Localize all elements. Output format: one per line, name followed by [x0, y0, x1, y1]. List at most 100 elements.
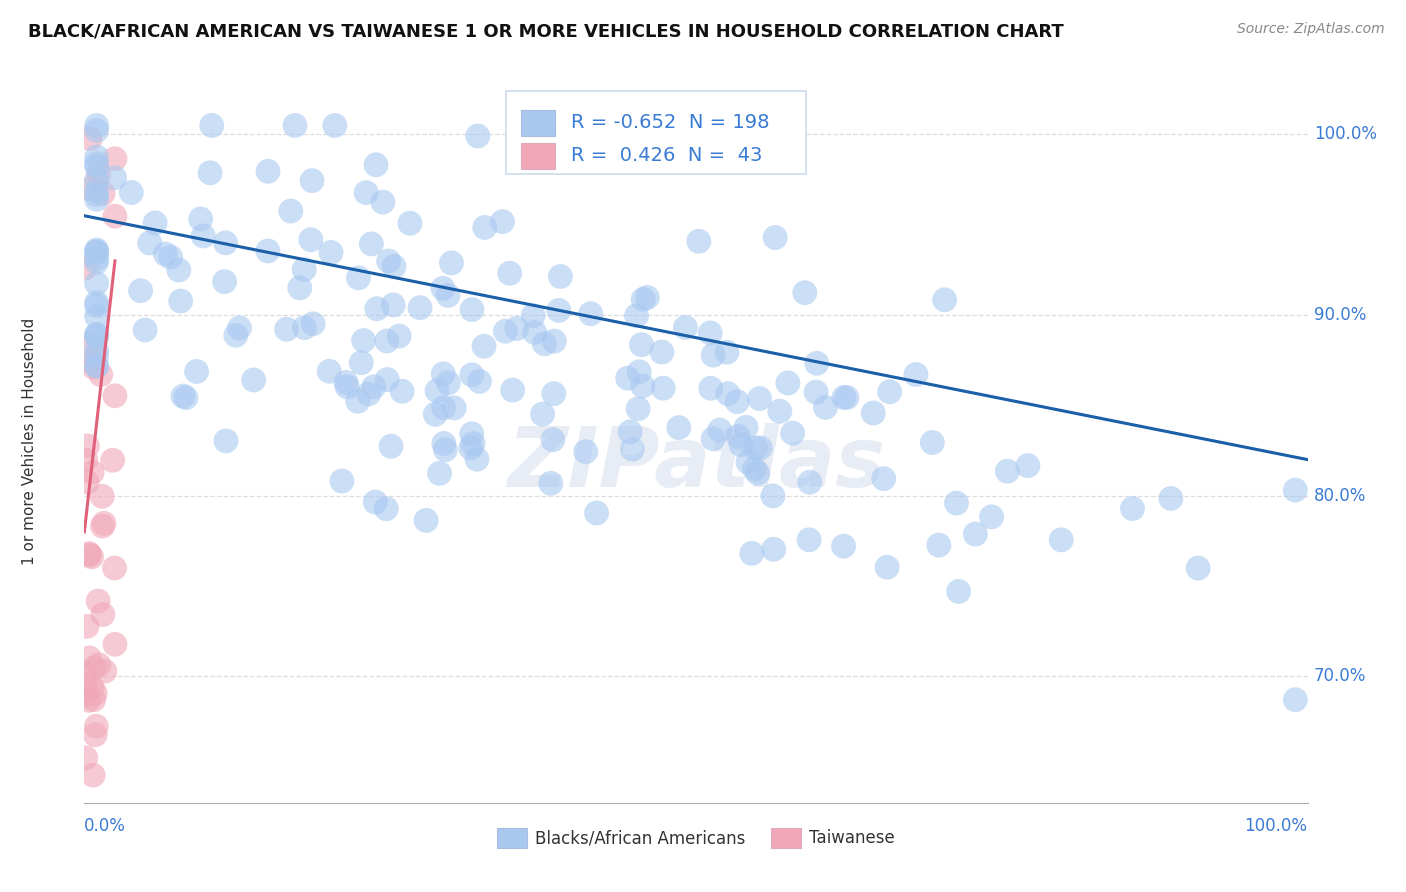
Point: [129, 284, 152, 298]
Point: [391, 384, 413, 399]
Point: [409, 301, 432, 315]
Point: [934, 293, 956, 307]
Point: [104, 389, 127, 403]
Text: Source: ZipAtlas.com: Source: ZipAtlas.com: [1237, 22, 1385, 37]
Point: [364, 158, 387, 172]
Point: [443, 401, 465, 415]
Point: [86, 252, 108, 266]
Point: [835, 391, 858, 405]
Point: [716, 345, 738, 359]
Point: [429, 467, 451, 481]
Point: [82, 681, 104, 695]
Point: [155, 247, 177, 261]
Point: [86, 119, 108, 133]
Point: [467, 128, 489, 143]
Point: [474, 220, 496, 235]
Point: [433, 401, 456, 415]
Point: [91, 186, 114, 201]
Point: [581, 132, 603, 146]
Point: [533, 336, 555, 351]
Point: [86, 327, 108, 342]
Point: [86, 156, 108, 170]
Point: [83, 661, 105, 675]
Point: [425, 407, 447, 421]
FancyBboxPatch shape: [506, 91, 806, 174]
Point: [371, 195, 394, 210]
Point: [585, 506, 607, 520]
Point: [763, 230, 786, 244]
Point: [744, 462, 766, 476]
Point: [832, 391, 855, 405]
Point: [543, 386, 565, 401]
Point: [91, 489, 114, 503]
Point: [377, 254, 399, 268]
Point: [75, 688, 97, 702]
Point: [965, 527, 987, 541]
Point: [1284, 483, 1306, 497]
Point: [415, 513, 437, 527]
Point: [139, 235, 162, 250]
Point: [174, 391, 197, 405]
Point: [380, 439, 402, 453]
Point: [626, 309, 648, 323]
Point: [104, 152, 127, 166]
Point: [702, 348, 724, 362]
Point: [242, 373, 264, 387]
Point: [318, 364, 340, 378]
Point: [616, 371, 638, 385]
Point: [437, 288, 460, 302]
Point: [673, 320, 696, 334]
Point: [375, 334, 398, 348]
Point: [323, 119, 346, 133]
Point: [75, 751, 97, 765]
Point: [748, 392, 770, 406]
Point: [797, 533, 820, 547]
Point: [727, 429, 749, 443]
Point: [93, 516, 115, 531]
Point: [540, 476, 562, 491]
Point: [628, 365, 651, 379]
Point: [730, 437, 752, 451]
Text: 90.0%: 90.0%: [1313, 306, 1367, 324]
Point: [366, 301, 388, 316]
Point: [806, 356, 828, 370]
Point: [804, 385, 827, 400]
Point: [814, 401, 837, 415]
Point: [472, 339, 495, 353]
Point: [94, 664, 117, 678]
Point: [86, 349, 108, 363]
Point: [531, 407, 554, 421]
Point: [86, 187, 108, 202]
Point: [86, 298, 108, 312]
Point: [86, 359, 108, 373]
Point: [876, 560, 898, 574]
Point: [547, 303, 569, 318]
Point: [193, 229, 215, 244]
Point: [86, 343, 108, 358]
Point: [82, 768, 104, 782]
Point: [468, 375, 491, 389]
Point: [73, 261, 96, 276]
Point: [388, 329, 411, 343]
Point: [769, 404, 792, 418]
Point: [225, 328, 247, 343]
Point: [353, 334, 375, 348]
Point: [86, 277, 108, 291]
Point: [426, 384, 449, 398]
Point: [575, 444, 598, 458]
Point: [725, 394, 748, 409]
Point: [699, 326, 721, 340]
Point: [335, 376, 357, 390]
Point: [76, 619, 98, 633]
Point: [104, 209, 127, 223]
Text: 80.0%: 80.0%: [1313, 487, 1367, 505]
Point: [434, 442, 457, 457]
Point: [440, 256, 463, 270]
Point: [702, 432, 724, 446]
Text: ZIPatlas: ZIPatlas: [508, 423, 884, 504]
Point: [84, 686, 107, 700]
Point: [432, 367, 454, 381]
Point: [630, 337, 652, 351]
Point: [257, 164, 280, 178]
Point: [82, 465, 104, 479]
